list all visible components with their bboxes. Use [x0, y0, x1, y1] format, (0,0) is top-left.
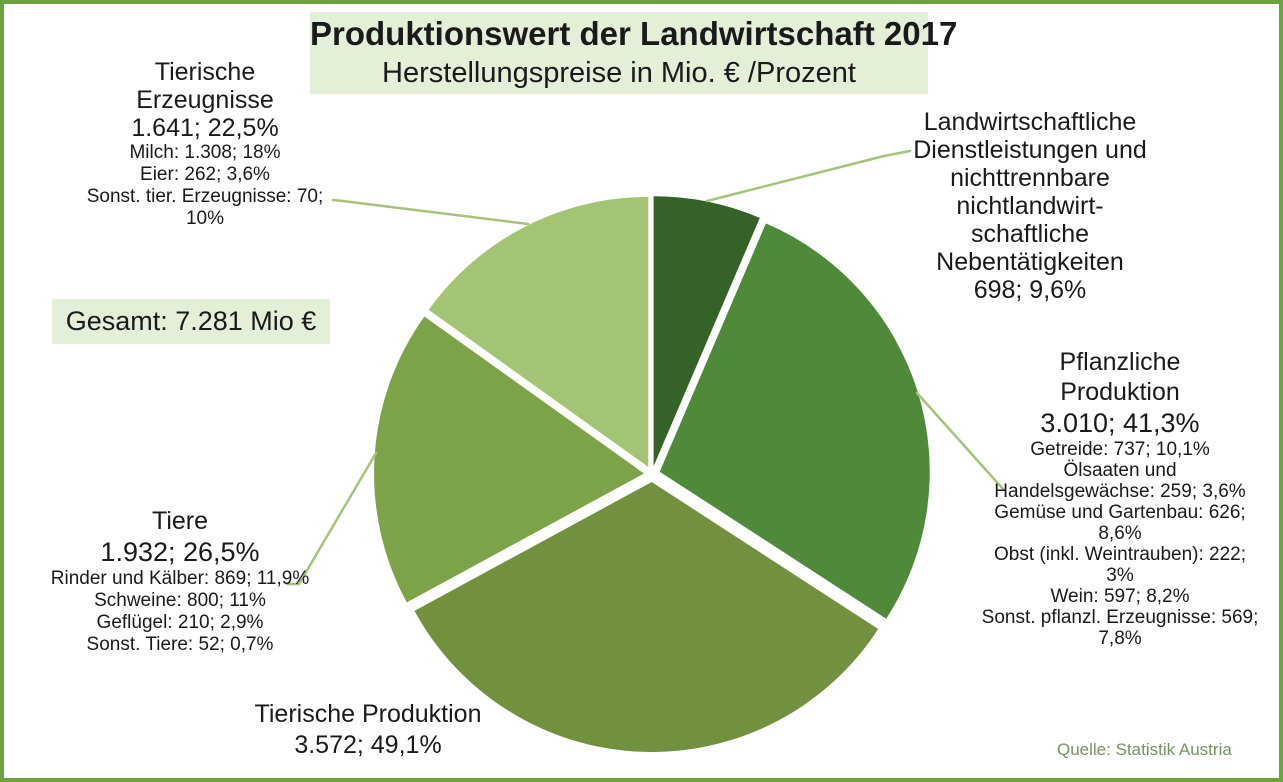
pie-slice-pflanzliche-produktion[interactable] [659, 223, 930, 619]
label-line: nichttrennbare [950, 164, 1110, 192]
label-sub-line: 10% [185, 208, 225, 229]
pie-slice-tiere[interactable] [374, 316, 644, 603]
label-tiere: Tiere 1.932; 26,5% Rinder und Kälber: 86… [30, 506, 330, 656]
label-value: 1.641; 22,5% [131, 114, 279, 142]
chart-title: Produktionswert der Landwirtschaft 2017 [310, 15, 958, 52]
label-sub-line: 8,6% [1098, 523, 1142, 544]
label-sub-line: Getreide: 737; 10,1% [1030, 439, 1210, 460]
chart-title-box: Produktionswert der Landwirtschaft 2017 … [310, 12, 958, 94]
label-line: Erzeugnisse [136, 86, 274, 114]
label-line: Produktion [1060, 378, 1180, 406]
label-line: Tierische Produktion [254, 700, 482, 728]
label-line: Tierische [154, 58, 256, 86]
label-dienstleistungen: Landwirtschaftliche Dienstleistungen und… [872, 108, 1188, 304]
pie-slice-tierische-produktion[interactable] [414, 482, 879, 752]
label-sub-line: Gemüse und Gartenbau: 626; [994, 502, 1246, 523]
leader-line-tierische-erzeugnisse [331, 198, 530, 226]
label-sub-line: Sonst. pflanzl. Erzeugnisse: 569; [981, 607, 1259, 628]
chart-subtitle: Herstellungspreise in Mio. € /Prozent [382, 57, 856, 89]
label-pflanzliche-produktion: Pflanzliche Produktion 3.010; 41,3% Getr… [962, 347, 1278, 649]
label-value: 1.932; 26,5% [100, 537, 260, 567]
label-sub-line: Handelsgewächse: 259; 3,6% [994, 481, 1246, 502]
label-sub-line: Obst (inkl. Weintrauben): 222; [993, 544, 1247, 565]
label-line: schaftliche [970, 220, 1090, 248]
label-sub-line: Sonst. tier. Erzeugnisse: 70; [86, 186, 324, 207]
source-attribution: Quelle: Statistik Austria [1057, 740, 1232, 759]
label-value: 3.572; 49,1% [294, 731, 442, 759]
label-line: Tiere [151, 507, 209, 535]
label-line: Dienstleistungen und [913, 136, 1147, 164]
label-sub-line: Schweine: 800; 11% [94, 590, 266, 611]
label-line: Nebentätigkeiten [936, 248, 1124, 276]
label-sub-line: 7,8% [1098, 628, 1142, 649]
leader-line-dienstleistungen [705, 149, 912, 203]
label-line: Landwirtschaftliche [923, 108, 1137, 136]
label-sub-line: Geflügel: 210; 2,9% [96, 612, 264, 633]
total-value-box: Gesamt: 7.281 Mio € [52, 299, 330, 344]
label-line: Pflanzliche [1059, 348, 1181, 376]
pie-slice-landwirtschaftliche-dienstleistungen[interactable] [653, 196, 760, 467]
leader-line-pflanzliche-produktion [915, 391, 1005, 491]
label-line: nichtlandwirt- [956, 192, 1104, 220]
label-tierische-erzeugnisse: Tierische Erzeugnisse 1.641; 22,5% Milch… [55, 58, 355, 230]
label-sub-line: Rinder und Kälber: 869; 11,9% [50, 568, 310, 589]
leader-line-tiere [285, 451, 378, 586]
label-value: 698; 9,6% [973, 276, 1087, 304]
label-tierische-produktion: Tierische Produktion 3.572; 49,1% [223, 699, 513, 761]
label-sub-line: Wein: 597; 8,2% [1050, 586, 1190, 607]
label-sub-line: Ölsaaten und [1063, 460, 1177, 481]
label-value: 3.010; 41,3% [1040, 408, 1200, 438]
pie-slice-tierische-erzeugnisse[interactable] [428, 196, 649, 467]
label-sub-line: Eier: 262; 3,6% [140, 164, 270, 185]
label-sub-line: 3% [1106, 565, 1134, 586]
label-sub-line: Milch: 1.308; 18% [129, 142, 281, 163]
label-sub-line: Sonst. Tiere: 52; 0,7% [86, 634, 274, 655]
